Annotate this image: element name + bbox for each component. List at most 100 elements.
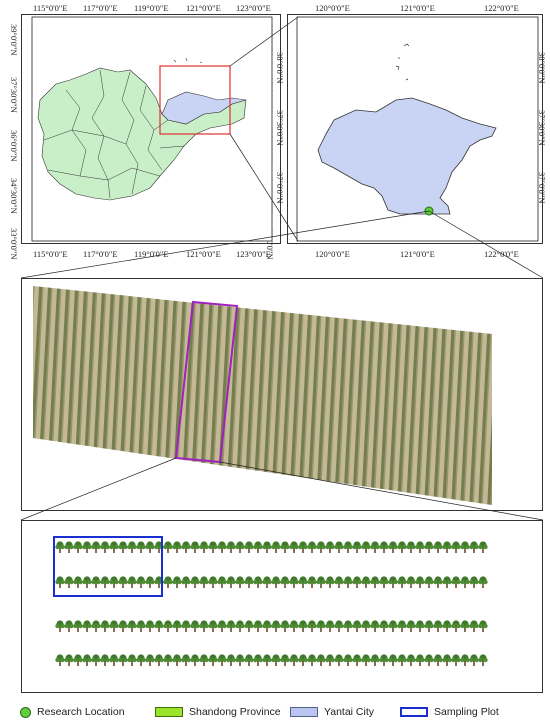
tree-icon bbox=[370, 576, 380, 588]
tree-icon bbox=[208, 541, 218, 553]
tree-icon bbox=[442, 576, 452, 588]
tree-icon bbox=[262, 620, 272, 632]
tree-icon bbox=[343, 541, 353, 553]
tree-icon bbox=[424, 654, 434, 666]
tree-icon bbox=[469, 620, 479, 632]
tree-icon bbox=[199, 620, 209, 632]
tree-icon bbox=[208, 654, 218, 666]
map1-lon-bottom-label: 115°0'0"E bbox=[33, 249, 68, 259]
tree-icon bbox=[190, 620, 200, 632]
tree-icon bbox=[343, 576, 353, 588]
tree-icon bbox=[451, 620, 461, 632]
yantai-city-shape-small bbox=[161, 91, 247, 125]
tree-icon bbox=[226, 541, 236, 553]
map2-lon-top-label: 122°0'0"E bbox=[484, 3, 519, 13]
tree-icon bbox=[361, 620, 371, 632]
tree-icon bbox=[181, 576, 191, 588]
tree-icon bbox=[406, 576, 416, 588]
tree-icon bbox=[163, 620, 173, 632]
tree-icon bbox=[298, 541, 308, 553]
tree-icon bbox=[316, 576, 326, 588]
tree-icon bbox=[289, 576, 299, 588]
tree-icon bbox=[145, 620, 155, 632]
tree-icon bbox=[271, 576, 281, 588]
tree-icon bbox=[91, 541, 101, 553]
tree-icon bbox=[55, 576, 65, 588]
tree-icon bbox=[136, 576, 146, 588]
tree-icon bbox=[307, 541, 317, 553]
tree-icon bbox=[82, 541, 92, 553]
legend-label: Sampling Plot bbox=[434, 706, 499, 718]
tree-icon bbox=[361, 654, 371, 666]
tree-icon bbox=[172, 620, 182, 632]
tree-icon bbox=[154, 620, 164, 632]
tree-icon bbox=[280, 654, 290, 666]
tree-icon bbox=[334, 654, 344, 666]
tree-icon bbox=[91, 620, 101, 632]
yantai-city-shape bbox=[317, 97, 497, 215]
tree-icon bbox=[217, 541, 227, 553]
tree-icon bbox=[478, 620, 488, 632]
tree-icon bbox=[388, 576, 398, 588]
tree-icon bbox=[370, 654, 380, 666]
tree-icon bbox=[190, 541, 200, 553]
map2-lon-top-label: 121°0'0"E bbox=[400, 3, 435, 13]
tree-icon bbox=[307, 620, 317, 632]
research-location-symbol bbox=[20, 706, 31, 718]
tree-icon bbox=[433, 576, 443, 588]
tree-icon bbox=[253, 541, 263, 553]
tree-icon bbox=[118, 620, 128, 632]
tree-icon bbox=[280, 541, 290, 553]
tree-icon bbox=[109, 620, 119, 632]
connector-line bbox=[229, 133, 299, 242]
tree-icon bbox=[379, 541, 389, 553]
tree-icon bbox=[73, 620, 83, 632]
tree-icon bbox=[289, 541, 299, 553]
tree-icon bbox=[163, 541, 173, 553]
tree-icon bbox=[109, 541, 119, 553]
tree-icon bbox=[73, 576, 83, 588]
map2-lon-top-label: 120°0'0"E bbox=[315, 3, 350, 13]
tree-icon bbox=[460, 576, 470, 588]
tree-icon bbox=[280, 620, 290, 632]
tree-icon bbox=[442, 620, 452, 632]
orchard-orthophoto bbox=[33, 286, 492, 505]
tree-icon bbox=[433, 541, 443, 553]
tree-icon bbox=[181, 654, 191, 666]
tree-icon bbox=[226, 620, 236, 632]
tree-icon bbox=[145, 654, 155, 666]
legend-label: Yantai City bbox=[324, 706, 374, 718]
tree-icon bbox=[262, 654, 272, 666]
tree-icon bbox=[415, 576, 425, 588]
tree-icon bbox=[433, 620, 443, 632]
tree-icon bbox=[316, 541, 326, 553]
tree-icon bbox=[136, 541, 146, 553]
tree-icon bbox=[334, 620, 344, 632]
orthophoto-tint bbox=[33, 286, 492, 505]
tree-icon bbox=[253, 620, 263, 632]
tree-icon bbox=[460, 620, 470, 632]
tree-icon bbox=[127, 620, 137, 632]
tree-icon bbox=[343, 654, 353, 666]
connector-line bbox=[20, 210, 430, 279]
tree-icon bbox=[406, 541, 416, 553]
tree-rows bbox=[55, 541, 488, 666]
legend-research-location: Research Location bbox=[20, 706, 125, 718]
tree-icon bbox=[415, 541, 425, 553]
tree-icon bbox=[55, 620, 65, 632]
sampling-plot-symbol bbox=[400, 707, 428, 717]
tree-icon bbox=[370, 620, 380, 632]
tree-icon bbox=[406, 654, 416, 666]
tree-icon bbox=[325, 576, 335, 588]
tree-icon bbox=[235, 620, 245, 632]
sampling-plot-box bbox=[53, 536, 163, 597]
legend-shandong-province: Shandong Province bbox=[155, 706, 281, 718]
tree-icon bbox=[127, 654, 137, 666]
map1-lon-top-label: 115°0'0"E bbox=[33, 3, 68, 13]
legend-yantai-city: Yantai City bbox=[290, 706, 374, 718]
map2-lon-bottom-label: 120°0'0"E bbox=[315, 249, 350, 259]
map1-lon-top-label: 123°0'0"E bbox=[236, 3, 271, 13]
map1-lon-bottom-label: 121°0'0"E bbox=[186, 249, 221, 259]
tree-icon bbox=[136, 620, 146, 632]
connector-line bbox=[20, 457, 177, 521]
